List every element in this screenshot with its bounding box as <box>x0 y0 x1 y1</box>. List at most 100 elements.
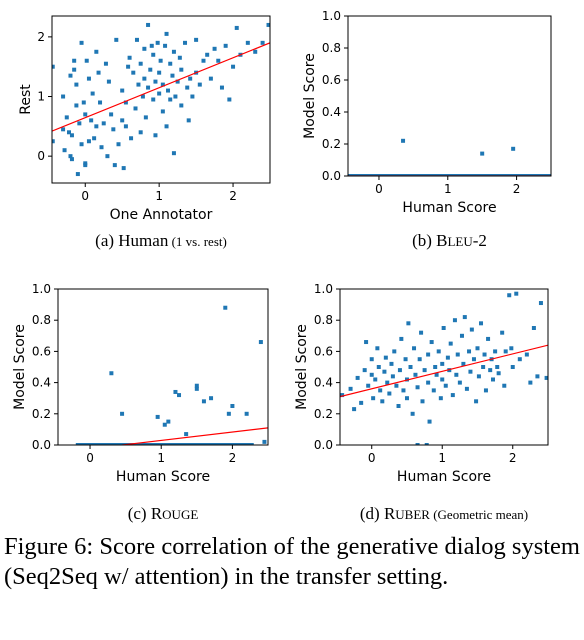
data-point <box>260 40 265 45</box>
data-point <box>380 399 385 404</box>
data-point <box>454 372 459 377</box>
data-point <box>79 40 84 45</box>
data-point <box>168 61 173 66</box>
data-point <box>366 383 371 388</box>
data-point <box>226 411 231 416</box>
data-point <box>355 375 360 380</box>
data-point <box>488 368 493 373</box>
data-point <box>216 58 221 63</box>
data-point <box>79 142 84 147</box>
data-point <box>396 404 401 408</box>
chart-panel-4: 0 1 2 0.0 0.2 0.4 0.6 0.8 1.0 Human Score Model Sc… <box>294 282 549 523</box>
data-point <box>171 49 176 54</box>
data-point <box>461 361 466 366</box>
x-tick-label: 0 <box>368 451 376 465</box>
data-point <box>469 327 474 332</box>
data-point <box>445 355 450 360</box>
data-point <box>383 355 388 360</box>
data-point <box>94 124 99 129</box>
data-point <box>83 161 88 166</box>
data-point <box>129 136 134 141</box>
data-point <box>491 377 496 382</box>
data-point <box>479 321 484 326</box>
x-tick-label: 2 <box>513 182 521 196</box>
data-point <box>514 291 519 296</box>
data-point <box>201 399 206 404</box>
data-point <box>127 55 132 60</box>
data-point <box>123 100 128 105</box>
data-point <box>502 383 507 388</box>
x-tick-label: 2 <box>509 451 517 465</box>
data-point <box>223 305 228 310</box>
y-tick-label: 2 <box>37 30 45 44</box>
regression-line <box>121 427 268 445</box>
data-point <box>348 386 353 391</box>
x-tick-label: 1 <box>438 451 446 465</box>
data-point <box>103 61 108 66</box>
data-point <box>92 136 97 141</box>
data-point <box>253 49 258 54</box>
data-point <box>369 357 374 362</box>
data-point <box>72 58 77 63</box>
y-tick-label: 0.0 <box>32 438 51 452</box>
data-point <box>164 31 169 36</box>
data-point <box>89 118 94 123</box>
figure-caption-text: Score correlation of the generative dial… <box>4 533 580 590</box>
data-point <box>375 346 380 351</box>
y-tick-label: 0.2 <box>314 407 333 421</box>
axes-frame <box>347 15 552 177</box>
subfigure-panel-label: (c) <box>128 504 151 523</box>
data-point <box>426 352 431 357</box>
data-point <box>462 315 467 320</box>
data-point <box>392 349 397 354</box>
data-point <box>481 365 486 369</box>
data-point <box>406 321 411 326</box>
data-point <box>96 70 101 75</box>
data-point <box>403 357 408 362</box>
y-tick-label: 0.8 <box>32 313 51 327</box>
data-point <box>422 368 427 373</box>
data-point <box>133 106 138 111</box>
data-point <box>52 64 55 69</box>
data-point <box>457 380 462 385</box>
data-point <box>74 82 79 87</box>
data-point <box>120 411 125 416</box>
data-point <box>390 374 395 379</box>
data-point <box>389 361 394 366</box>
y-tick-label: 0.2 <box>32 407 51 421</box>
data-point <box>112 163 117 168</box>
x-tick-label: 2 <box>229 189 237 203</box>
subfigure-title: R <box>384 504 396 523</box>
data-point <box>408 365 413 369</box>
data-point <box>496 371 501 376</box>
data-point <box>136 82 141 87</box>
data-point <box>415 443 420 445</box>
data-point <box>173 389 178 394</box>
data-point <box>434 372 439 377</box>
data-point <box>157 70 162 75</box>
data-point <box>468 369 473 374</box>
data-point <box>164 124 169 129</box>
data-point <box>194 37 199 42</box>
data-point <box>183 40 188 45</box>
data-point <box>440 377 445 382</box>
data-point <box>186 118 191 123</box>
plot-area <box>348 138 551 176</box>
data-point <box>474 399 479 404</box>
data-point <box>120 88 125 93</box>
data-point <box>417 357 422 362</box>
data-point <box>105 154 110 159</box>
subfigure-caption: (d) RUBER (Geometric mean) <box>360 504 528 523</box>
data-point <box>149 43 154 48</box>
data-point <box>531 326 536 330</box>
y-axis-label: Rest <box>18 84 34 115</box>
data-point <box>424 443 429 445</box>
data-point <box>399 336 404 341</box>
data-point <box>480 151 485 156</box>
data-point <box>123 124 128 129</box>
data-point <box>197 82 202 87</box>
data-point <box>138 130 143 135</box>
data-point <box>475 346 480 351</box>
data-point <box>448 341 453 346</box>
data-point <box>471 357 476 362</box>
